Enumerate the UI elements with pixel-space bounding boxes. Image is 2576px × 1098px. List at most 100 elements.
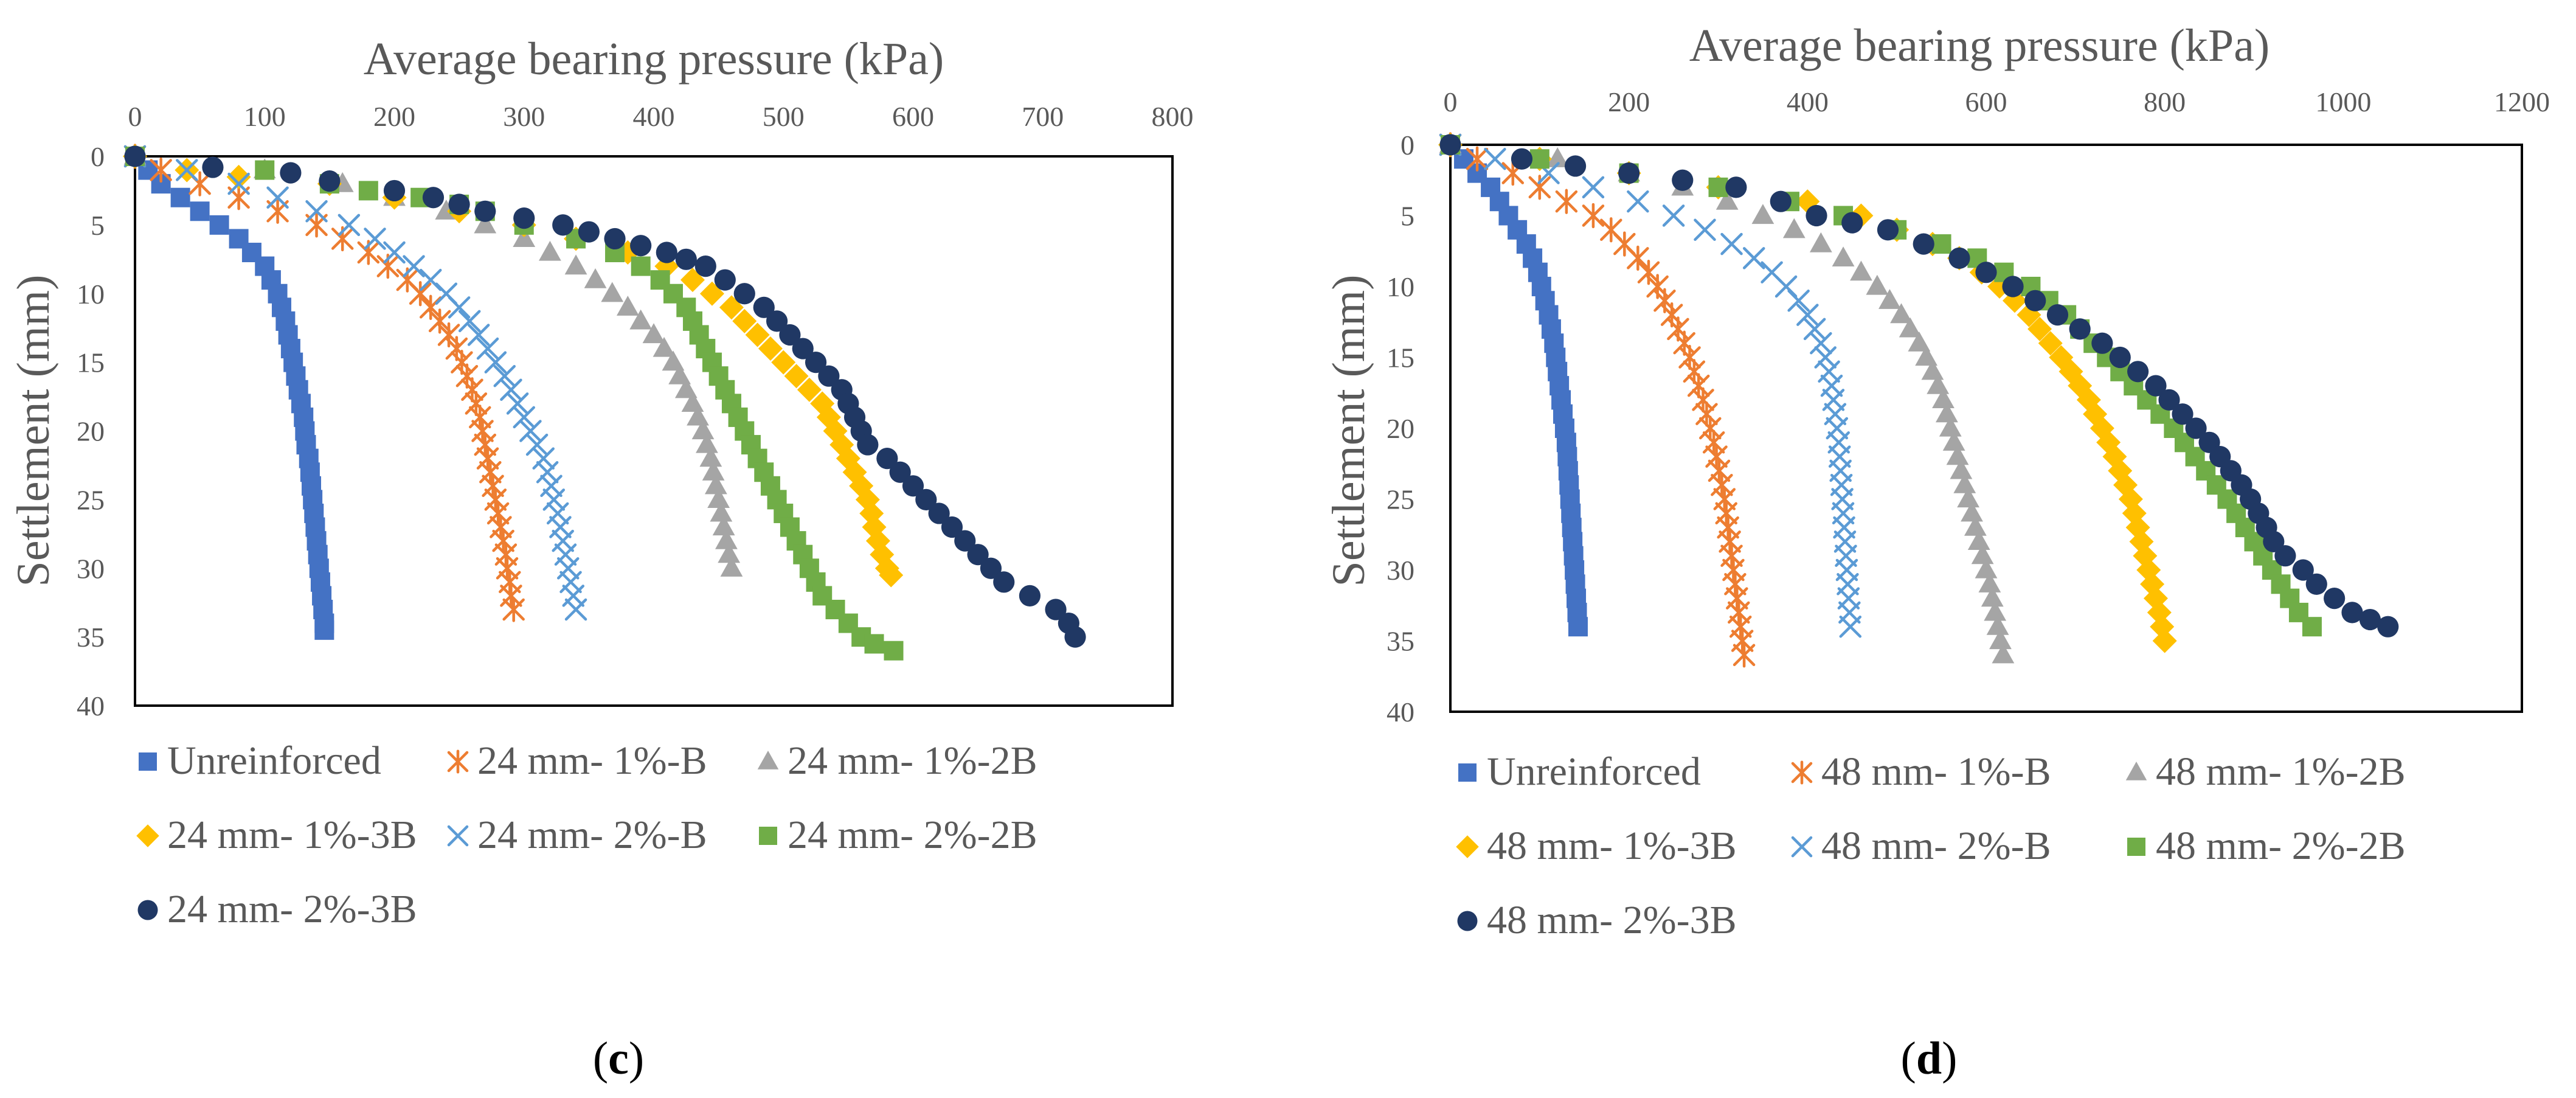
data-point (1832, 246, 1855, 266)
data-point (707, 488, 730, 508)
data-point (604, 228, 626, 250)
chart-panel-c: 0 100 200 300 400 500 600 700 800 0 5 10 15 20 25 30 35 4… (8, 33, 1194, 1084)
data-point (266, 186, 289, 209)
data-point (2324, 588, 2346, 610)
legend-marker (139, 752, 157, 771)
data-point (461, 377, 483, 403)
data-point (710, 501, 733, 522)
data-point (465, 391, 488, 416)
legend-item: 24 mm- 2%-3B (137, 887, 417, 931)
data-point (1627, 245, 1649, 271)
data-point (1770, 190, 1792, 212)
data-point (176, 159, 198, 181)
legend-label: 24 mm- 2%-B (477, 813, 707, 857)
data-point (792, 338, 814, 360)
data-point (601, 282, 624, 302)
data-point (1720, 232, 1743, 255)
data-point (2302, 617, 2322, 637)
data-point (1694, 218, 1716, 241)
data-point (653, 336, 676, 357)
data-point (1971, 544, 1994, 565)
data-point (536, 460, 559, 484)
legend-marker (1458, 763, 1477, 782)
data-point (564, 254, 587, 275)
y-tick-label: 40 (77, 690, 105, 721)
data-point (702, 460, 725, 481)
y-tick-label: 35 (77, 622, 105, 653)
data-point (2091, 332, 2113, 354)
data-point (753, 296, 775, 318)
x-tick-label: 600 (892, 101, 934, 132)
data-point (720, 557, 743, 577)
data-point (564, 598, 587, 621)
x-tick-label: 600 (1965, 86, 2007, 117)
data-point (784, 364, 809, 389)
data-point (255, 160, 275, 180)
series-24-mm-2-3b (124, 145, 1086, 648)
legend-item: 48 mm- 1%-B (1791, 749, 2051, 794)
data-point (1899, 317, 1922, 338)
data-point (209, 215, 229, 235)
x-tick-label: 400 (1787, 86, 1829, 117)
data-point (2359, 608, 2381, 631)
data-point (1484, 148, 1506, 170)
data-point (1986, 615, 2009, 635)
data-point (1528, 175, 1551, 200)
data-point (2292, 559, 2314, 581)
data-point (1466, 146, 1489, 172)
data-point (864, 634, 884, 654)
data-point (915, 488, 937, 510)
legend-label: Unreinforced (1487, 749, 1701, 794)
x-tick-label: 300 (503, 101, 545, 132)
x-tick-label: 800 (2144, 86, 2186, 117)
y-tick-label: 0 (91, 141, 105, 172)
data-point (1935, 402, 1958, 423)
data-point (2185, 417, 2207, 439)
data-point (2341, 602, 2363, 624)
data-point (150, 157, 172, 183)
y-tick-label: 5 (1401, 201, 1414, 232)
y-tick-label: 35 (1387, 626, 1414, 657)
data-point (993, 571, 1015, 593)
x-tick-label: 100 (244, 101, 286, 132)
legend-item: 48 mm- 1%-3B (1456, 824, 1737, 868)
data-point (1964, 515, 1987, 536)
data-point (474, 213, 497, 234)
data-point (1809, 232, 1832, 252)
legend-marker (759, 827, 777, 845)
y-tick-label: 0 (1401, 130, 1414, 161)
data-point (1582, 176, 1605, 199)
data-point (805, 352, 827, 374)
x-tick-label: 1200 (2494, 86, 2550, 117)
y-tick-label: 15 (1387, 342, 1414, 374)
data-point (539, 240, 561, 261)
data-point (656, 241, 677, 263)
data-point (668, 364, 691, 384)
data-point (338, 214, 361, 237)
data-point (552, 214, 574, 236)
data-point (474, 200, 496, 222)
data-point (358, 181, 378, 201)
data-point (1439, 134, 1461, 156)
y-tick-label: 25 (77, 484, 105, 515)
x-tick-label: 1000 (2315, 86, 2371, 117)
legend-label: Unreinforced (167, 738, 381, 783)
data-point (403, 255, 425, 277)
x-tick-label: 0 (1444, 86, 1458, 117)
data-point (314, 620, 334, 640)
data-point (513, 406, 535, 429)
data-point (941, 516, 963, 538)
legend-marker (1791, 760, 1813, 785)
data-point (1841, 212, 1863, 234)
data-point (1695, 401, 1718, 427)
x-tick-label: 700 (1022, 101, 1064, 132)
data-point (691, 419, 715, 440)
data-point (422, 187, 445, 209)
data-point (506, 392, 529, 415)
data-point (1806, 204, 1827, 227)
series-unreinforced (1441, 135, 1588, 637)
data-point (519, 420, 542, 442)
y-tick-label: 10 (77, 279, 105, 310)
legend-item: 24 mm- 2%-2B (759, 813, 1037, 857)
